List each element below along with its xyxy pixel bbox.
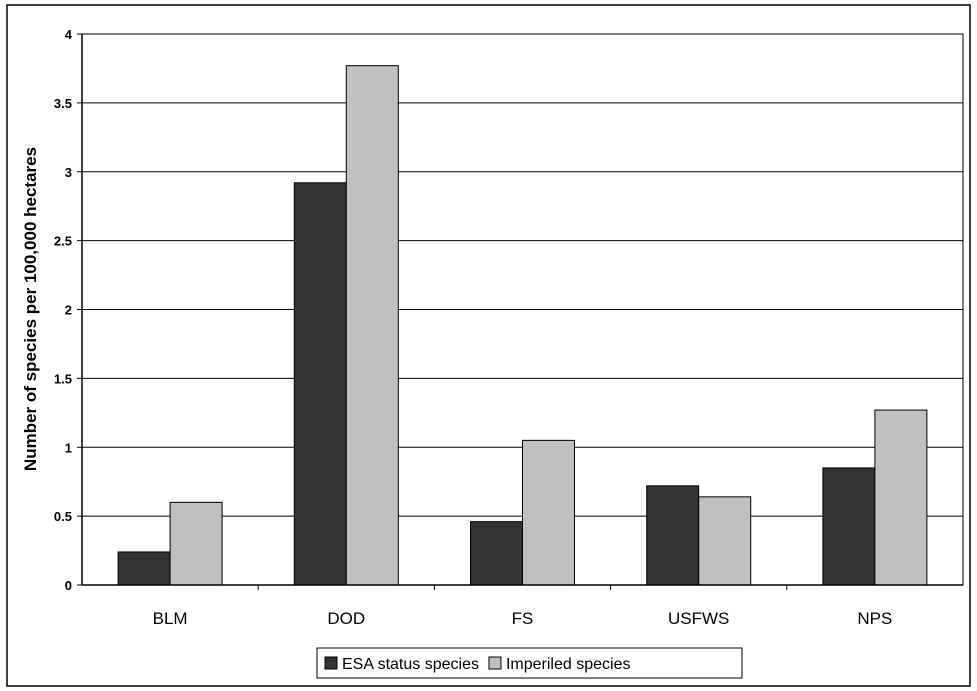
- legend-label: ESA status species: [342, 656, 479, 673]
- y-tick-label: 1.5: [54, 371, 72, 386]
- y-tick-label: 1: [65, 440, 72, 455]
- x-tick-label: DOD: [327, 609, 365, 628]
- y-tick-labels: 0 0.5 1 1.5 2 2.5 3 3.5 4: [54, 27, 73, 593]
- legend-swatch: [488, 656, 502, 670]
- bar-fs-esa: [470, 521, 523, 586]
- y-tick-label: 3: [65, 165, 72, 180]
- y-tick-label: 2: [65, 303, 72, 318]
- bar-dod-esa: [293, 182, 347, 586]
- legend-label: Imperiled species: [506, 656, 631, 673]
- axes: [77, 33, 964, 590]
- x-tick-label: FS: [512, 609, 534, 628]
- y-tick-label: 3.5: [54, 96, 72, 111]
- bar-usfws-esa: [646, 485, 700, 586]
- y-tick-label: 4: [65, 27, 73, 42]
- bar-fs-imperiled: [522, 439, 575, 586]
- y-axis-title: Number of species per 100,000 hectares: [21, 147, 40, 471]
- x-tick-label: NPS: [857, 609, 892, 628]
- y-tick-label: 0: [65, 578, 72, 593]
- y-tick-label: 0.5: [54, 509, 72, 524]
- x-tick-label: USFWS: [668, 609, 729, 628]
- bar-blm-imperiled: [169, 501, 223, 586]
- x-tick-label: BLM: [153, 609, 188, 628]
- bar-nps-imperiled: [874, 409, 928, 586]
- legend-swatch: [324, 656, 338, 670]
- gridlines: [82, 33, 963, 517]
- y-tick-label: 2.5: [54, 234, 72, 249]
- bar-dod-imperiled: [345, 65, 399, 586]
- legend-box: [316, 647, 743, 679]
- legend: ESA status species Imperiled species: [316, 647, 743, 679]
- bar-usfws-imperiled: [698, 496, 752, 586]
- x-tick-labels: BLM DOD FS USFWS NPS: [153, 609, 893, 628]
- bar-blm-esa: [117, 551, 171, 586]
- bars: [117, 65, 928, 586]
- bar-nps-esa: [822, 467, 876, 586]
